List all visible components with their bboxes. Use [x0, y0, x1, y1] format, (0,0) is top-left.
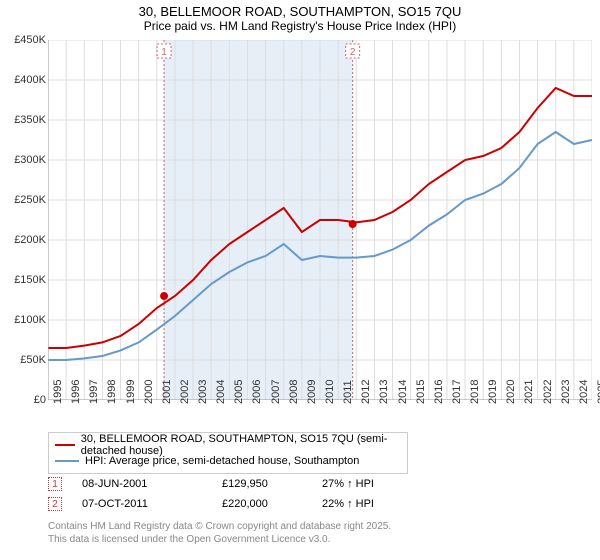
- marker-table: 1 08-JUN-2001 £129,950 27% ↑ HPI 2 07-OC…: [48, 474, 402, 514]
- legend-item-2: HPI: Average price, semi-detached house,…: [55, 453, 401, 469]
- marker-row-1: 1 08-JUN-2001 £129,950 27% ↑ HPI: [48, 474, 402, 494]
- marker-delta-1: 27% ↑ HPI: [322, 478, 402, 490]
- x-axis-label: 2016: [433, 380, 445, 404]
- x-axis-label: 2008: [288, 380, 300, 404]
- x-axis-label: 1997: [88, 380, 100, 404]
- y-axis-label: £300K: [14, 154, 46, 166]
- y-axis-label: £200K: [14, 234, 46, 246]
- marker-date-2: 07-OCT-2011: [82, 498, 202, 510]
- x-axis-label: 1999: [125, 380, 137, 404]
- x-axis-label: 2001: [161, 380, 173, 404]
- x-axis-label: 2012: [360, 380, 372, 404]
- svg-text:1: 1: [161, 47, 167, 58]
- legend-label-1: 30, BELLEMOOR ROAD, SOUTHAMPTON, SO15 7Q…: [81, 433, 401, 457]
- marker-badge-2: 2: [48, 497, 62, 511]
- x-axis-label: 2000: [143, 380, 155, 404]
- legend-swatch-2: [55, 460, 79, 462]
- x-axis-label: 2018: [469, 380, 481, 404]
- x-axis-label: 2015: [415, 380, 427, 404]
- marker-date-1: 08-JUN-2001: [82, 478, 202, 490]
- x-axis-label: 2019: [487, 380, 499, 404]
- chart-subtitle: Price paid vs. HM Land Registry's House …: [0, 19, 600, 37]
- footer-line-2: This data is licensed under the Open Gov…: [48, 533, 391, 546]
- x-axis-label: 2024: [578, 380, 590, 404]
- legend-label-2: HPI: Average price, semi-detached house,…: [85, 455, 359, 467]
- y-axis-label: £400K: [14, 74, 46, 86]
- x-axis-label: 2004: [215, 380, 227, 404]
- x-axis-label: 2009: [306, 380, 318, 404]
- line-chart: 12: [48, 40, 592, 400]
- legend-item-1: 30, BELLEMOOR ROAD, SOUTHAMPTON, SO15 7Q…: [55, 437, 401, 453]
- x-axis-label: 2003: [197, 380, 209, 404]
- marker-delta-2: 22% ↑ HPI: [322, 498, 402, 510]
- x-axis-label: 2010: [324, 380, 336, 404]
- legend: 30, BELLEMOOR ROAD, SOUTHAMPTON, SO15 7Q…: [48, 432, 408, 474]
- y-axis-label: £50K: [20, 354, 46, 366]
- y-axis-label: £350K: [14, 114, 46, 126]
- x-axis-label: 2014: [397, 380, 409, 404]
- x-axis-label: 2025: [596, 380, 600, 404]
- legend-swatch-1: [55, 444, 75, 446]
- y-axis-label: £250K: [14, 194, 46, 206]
- y-axis-label: £150K: [14, 274, 46, 286]
- marker-price-2: £220,000: [222, 498, 302, 510]
- footer-line-1: Contains HM Land Registry data © Crown c…: [48, 520, 391, 533]
- y-axis-label: £100K: [14, 314, 46, 326]
- x-axis-label: 2007: [270, 380, 282, 404]
- x-axis-label: 1995: [52, 380, 64, 404]
- x-axis-label: 2022: [542, 380, 554, 404]
- x-axis-label: 2002: [179, 380, 191, 404]
- x-axis-label: 2021: [523, 380, 535, 404]
- y-axis-label: £450K: [14, 34, 46, 46]
- x-axis-label: 2006: [251, 380, 263, 404]
- chart-area: 12: [48, 40, 592, 400]
- x-axis-label: 2020: [505, 380, 517, 404]
- x-axis-label: 2023: [560, 380, 572, 404]
- marker-badge-1: 1: [48, 477, 62, 491]
- marker-price-1: £129,950: [222, 478, 302, 490]
- x-axis-label: 1996: [70, 380, 82, 404]
- svg-text:2: 2: [350, 47, 356, 58]
- y-axis-label: £0: [34, 394, 46, 406]
- x-axis-label: 2013: [378, 380, 390, 404]
- footer: Contains HM Land Registry data © Crown c…: [48, 520, 391, 546]
- x-axis-label: 2005: [233, 380, 245, 404]
- x-axis-label: 1998: [106, 380, 118, 404]
- x-axis-label: 2017: [451, 380, 463, 404]
- chart-title: 30, BELLEMOOR ROAD, SOUTHAMPTON, SO15 7Q…: [0, 0, 600, 19]
- marker-row-2: 2 07-OCT-2011 £220,000 22% ↑ HPI: [48, 494, 402, 514]
- x-axis-label: 2011: [342, 380, 354, 404]
